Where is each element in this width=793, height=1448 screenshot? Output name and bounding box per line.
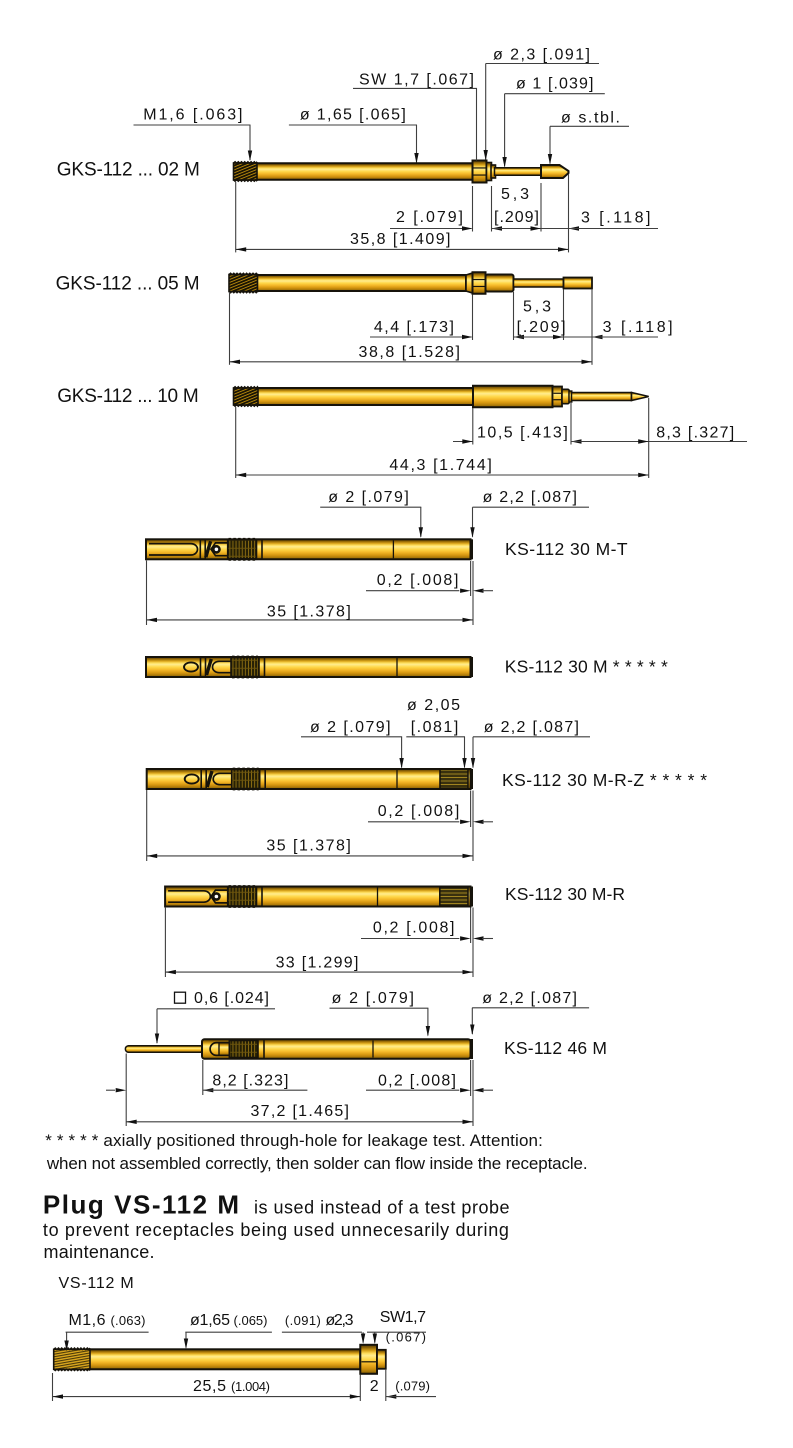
svg-text:SW1,7: SW1,7 xyxy=(380,1309,426,1326)
svg-text:10,5 [.413]: 10,5 [.413] xyxy=(477,425,568,442)
svg-text:35,8 [1.409]: 35,8 [1.409] xyxy=(350,231,451,248)
svg-text:3 [.118]: 3 [.118] xyxy=(581,209,651,226)
svg-text:KS-112 30 M-R-Z * * * * *: KS-112 30 M-R-Z * * * * * xyxy=(502,770,707,790)
svg-text:KS-112 30 M-T: KS-112 30 M-T xyxy=(505,539,628,559)
svg-text:38,8 [1.528]: 38,8 [1.528] xyxy=(359,344,461,361)
svg-text:GKS-112 ... 05 M: GKS-112 ... 05 M xyxy=(56,274,200,295)
svg-text:ø 1 [.039]: ø 1 [.039] xyxy=(516,76,594,93)
svg-text:0,2 [.008]: 0,2 [.008] xyxy=(378,1072,456,1089)
svg-text:(.065): (.065) xyxy=(234,1313,268,1328)
svg-text:VS-112 M: VS-112 M xyxy=(59,1275,134,1292)
svg-text:GKS-112 ... 10 M: GKS-112 ... 10 M xyxy=(57,386,198,407)
svg-text:ø2,3: ø2,3 xyxy=(326,1312,354,1329)
svg-text:GKS-112 ... 02 M: GKS-112 ... 02 M xyxy=(57,159,200,180)
svg-text:0,2 [.008]: 0,2 [.008] xyxy=(377,572,459,589)
svg-text:[.081]: [.081] xyxy=(411,719,459,736)
svg-text:35 [1.378]: 35 [1.378] xyxy=(267,604,351,621)
svg-text:0,2 [.008]: 0,2 [.008] xyxy=(378,803,460,820)
svg-text:to prevent receptacles being u: to prevent receptacles being used unnece… xyxy=(43,1220,509,1240)
svg-text:4,4 [.173]: 4,4 [.173] xyxy=(374,319,454,336)
svg-text:KS-112 30 M * * * * *: KS-112 30 M * * * * * xyxy=(505,656,668,676)
svg-text:(.079): (.079) xyxy=(395,1379,430,1394)
svg-text:ø1,65: ø1,65 xyxy=(190,1312,230,1329)
svg-text:SW 1,7 [.067]: SW 1,7 [.067] xyxy=(359,72,474,89)
svg-text:Plug VS-112 M: Plug VS-112 M xyxy=(43,1190,239,1220)
svg-text:8,3 [.327]: 8,3 [.327] xyxy=(656,425,734,442)
svg-text:3 [.118]: 3 [.118] xyxy=(603,319,673,336)
svg-text:44,3 [1.744]: 44,3 [1.744] xyxy=(389,457,491,474)
svg-text:2: 2 xyxy=(370,1378,379,1395)
svg-text:maintenance.: maintenance. xyxy=(44,1242,155,1262)
svg-text:M1,6: M1,6 xyxy=(69,1312,106,1329)
svg-text:[.209]: [.209] xyxy=(517,319,566,336)
svg-text:ø 1,65 [.065]: ø 1,65 [.065] xyxy=(300,106,406,123)
svg-text:ø s.tbl.: ø s.tbl. xyxy=(561,110,620,127)
svg-text:2 [.079]: 2 [.079] xyxy=(396,209,463,226)
svg-text:37,2 [1.465]: 37,2 [1.465] xyxy=(251,1103,350,1120)
svg-text:33 [1.299]: 33 [1.299] xyxy=(276,954,359,971)
svg-text:5,3: 5,3 xyxy=(523,298,551,315)
svg-text:KS-112 46 M: KS-112 46 M xyxy=(504,1038,607,1058)
svg-text:KS-112 30 M-R: KS-112 30 M-R xyxy=(505,884,625,904)
svg-text:25,5: 25,5 xyxy=(193,1378,226,1395)
svg-text:ø 2 [.079]: ø 2 [.079] xyxy=(332,990,414,1007)
svg-text:(.067): (.067) xyxy=(386,1329,426,1344)
svg-text:8,2 [.323]: 8,2 [.323] xyxy=(212,1072,288,1089)
svg-text:M1,6 [.063]: M1,6 [.063] xyxy=(143,106,242,123)
svg-text:when not assembled correctly,: when not assembled correctly, then solde… xyxy=(46,1154,588,1173)
svg-text:35 [1.378]: 35 [1.378] xyxy=(266,838,350,855)
svg-text:[.209]: [.209] xyxy=(494,209,539,226)
svg-text:5,3: 5,3 xyxy=(501,186,529,203)
svg-text:* * * * * axially positioned: * * * * * axially positioned through-hol… xyxy=(45,1131,543,1150)
svg-text:(.091): (.091) xyxy=(285,1313,321,1328)
svg-text:ø 2 [.079]: ø 2 [.079] xyxy=(328,489,409,506)
svg-text:(1.004): (1.004) xyxy=(231,1379,270,1394)
svg-text:0,2 [.008]: 0,2 [.008] xyxy=(373,919,455,936)
svg-text:(.063): (.063) xyxy=(111,1313,146,1328)
svg-text:0,6 [.024]: 0,6 [.024] xyxy=(194,990,269,1007)
svg-text:ø 2 [.079]: ø 2 [.079] xyxy=(310,719,391,736)
svg-text:is used instead of a test prob: is used instead of a test probe xyxy=(254,1198,510,1218)
